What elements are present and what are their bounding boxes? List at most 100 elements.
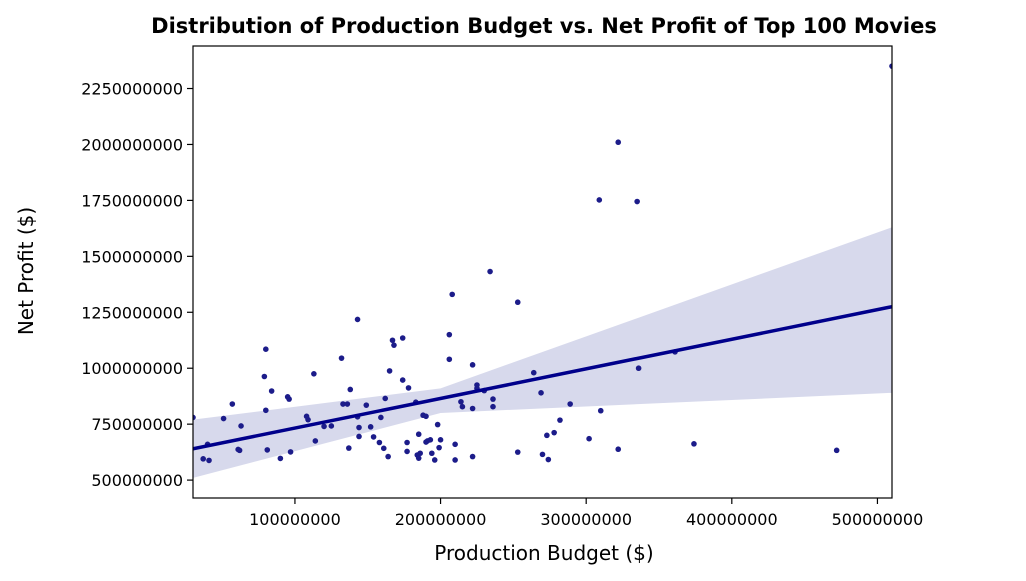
data-point [347,386,354,393]
data-point [596,197,603,203]
data-point [328,423,335,429]
y-tick-label: 1000000000 [81,359,183,378]
data-point [206,457,212,464]
data-point [386,368,393,374]
data-point [429,450,435,457]
data-point [263,407,269,414]
data-point [261,373,268,380]
data-point [193,414,196,421]
data-point [551,429,557,436]
data-point [452,441,458,448]
data-point [277,455,284,462]
data-point [889,63,892,69]
y-tick-label: 750000000 [91,415,183,434]
data-point [404,439,410,446]
x-tick-label: 400000000 [686,510,778,529]
data-point [691,441,697,447]
x-tick-label: 500000000 [832,510,924,529]
data-point [363,402,370,408]
data-point [399,377,406,383]
data-point [544,432,550,439]
data-point [391,342,397,348]
chart-title: Distribution of Production Budget vs. Ne… [151,14,937,38]
data-point [415,431,422,438]
data-point [446,331,453,338]
data-point [380,445,387,452]
x-axis-label: Production Budget ($) [434,541,653,565]
data-point [469,405,476,412]
data-point [635,365,642,372]
data-point [833,447,840,454]
data-point [458,398,464,405]
data-point [236,447,243,454]
axes: 100000000 200000000 300000000 400000000 5000… [81,45,924,529]
data-point [449,291,456,298]
data-point [399,335,406,341]
x-tick-label: 100000000 [249,510,341,529]
y-tick-label: 2000000000 [81,135,183,154]
data-point [238,423,244,429]
data-point [378,414,384,421]
confidence-band [193,227,892,478]
y-tick-label: 1500000000 [81,247,183,266]
data-point [487,268,493,275]
data-point [557,417,563,423]
data-point [434,421,441,428]
data-point [268,388,275,394]
data-point [446,356,453,363]
data-point [615,139,622,146]
x-tick-label: 200000000 [395,510,487,529]
data-point [220,415,227,422]
data-point [354,316,361,323]
data-point [417,450,423,457]
data-point [490,396,496,402]
data-point [264,447,271,453]
y-tick-label: 1750000000 [81,191,183,210]
data-point [538,390,544,396]
data-point [340,401,346,407]
data-point [311,371,317,377]
data-point [286,396,292,402]
data-point [367,424,374,430]
data-point [229,401,236,407]
data-point [530,369,537,376]
y-tick-label: 500000000 [91,471,183,490]
data-point [346,445,352,451]
data-point [452,457,458,463]
data-point [200,456,206,462]
data-point [415,455,422,461]
x-tick-label: 300000000 [540,510,632,529]
plot-frame [192,45,893,499]
plot-contents [193,63,892,478]
regression-line [193,304,892,451]
data-point [634,198,640,205]
data-point [376,439,383,446]
data-point [615,446,622,453]
data-point [490,403,496,410]
data-point [469,362,476,368]
data-point [427,437,434,443]
y-tick-label: 2250000000 [81,80,183,99]
data-point [382,395,389,402]
data-point [344,401,351,407]
data-point [431,457,438,463]
y-tick-label: 1250000000 [81,303,183,322]
data-point [597,407,604,414]
data-point [539,451,546,458]
data-point [586,435,592,442]
data-point [404,448,410,455]
data-point [514,299,521,306]
data-point [312,438,319,444]
data-point [545,456,552,463]
data-point [423,413,429,420]
plot-area [193,63,892,478]
data-point [514,449,521,455]
data-point [338,355,345,361]
data-point [321,423,327,430]
y-axis-label: Net Profit ($) [14,207,38,335]
data-point [436,444,442,451]
data-point [370,434,377,440]
data-point [356,433,362,440]
data-point [263,346,269,352]
